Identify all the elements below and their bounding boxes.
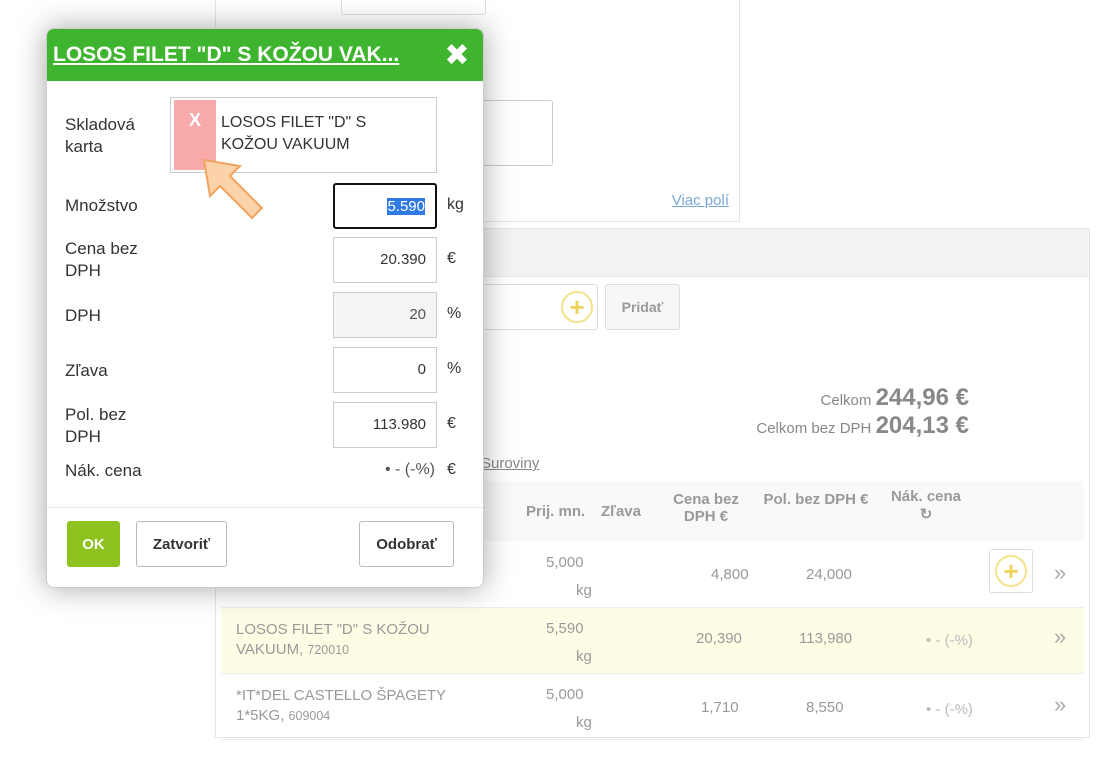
col-purchase[interactable]: Nák. cena ↻ [886, 488, 966, 523]
chevron-right-icon[interactable]: » [1054, 560, 1067, 585]
qty-value: 5.590 [387, 198, 425, 215]
category-link[interactable]: Suroviny [481, 455, 540, 472]
price: 4,800 [711, 566, 749, 583]
vat-input: 20 [333, 292, 437, 338]
total-label: Celkom [820, 392, 872, 409]
card-label: Skladová karta [65, 115, 135, 156]
col-qty: Prij. mn. [526, 503, 586, 520]
total: 8,550 [806, 699, 844, 716]
price-input[interactable]: 20.390 [333, 237, 437, 283]
table-row[interactable]: 5,000 kg 4,800 24,000 + » [221, 542, 1084, 608]
qty-label: Množstvo [65, 196, 138, 215]
qty-unit: kg [447, 196, 464, 213]
add-purchase-button[interactable]: + [989, 549, 1033, 593]
table-row[interactable]: *IT*DEL CASTELLO ŠPAGETY 1*5KG, 609004 5… [221, 674, 1084, 740]
purchase: • - (-%) [926, 632, 973, 649]
unit: kg [576, 582, 592, 599]
unit: kg [576, 648, 592, 665]
total-net-label: Celkom bez DPH [756, 420, 872, 437]
qty-input[interactable]: 5.590 [333, 183, 437, 229]
item-name: *IT*DEL CASTELLO ŠPAGETY 1*5KG, 609004 [236, 686, 486, 726]
total-net: Celkom bez DPH 204,13 € [756, 412, 969, 440]
remove-card-button[interactable]: X [174, 100, 216, 170]
col-total: Pol. bez DPH € [763, 491, 869, 508]
line-total-unit: € [447, 415, 456, 432]
price-unit: € [447, 250, 456, 267]
price: 20,390 [696, 630, 742, 647]
col-purchase-label: Nák. cena [890, 488, 962, 505]
price: 1,710 [701, 699, 739, 716]
add-item-input[interactable]: + [456, 284, 598, 330]
price-label: Cena bez DPH [65, 239, 138, 280]
item-name: LOSOS FILET "D" S KOŽOU VAKUUM, 720010 [236, 620, 486, 660]
line-total-label: Pol. bez DPH [65, 405, 127, 446]
note-textarea[interactable] [478, 100, 553, 166]
plus-icon[interactable]: + [561, 291, 593, 323]
purchase: • - (-%) [926, 701, 973, 718]
name: *IT*DEL CASTELLO ŠPAGETY 1*5KG, [236, 687, 446, 724]
stock-card-field[interactable]: X LOSOS FILET "D" S KOŽOU VAKUUM [170, 97, 437, 173]
table-row[interactable]: LOSOS FILET "D" S KOŽOU VAKUUM, 720010 5… [221, 608, 1084, 674]
remove-button[interactable]: Odobrať [359, 521, 454, 567]
purchase-unit: € [447, 461, 456, 478]
dialog-header: LOSOS FILET "D" S KOŽOU VAK... ✖ [47, 29, 483, 81]
total-value: 244,96 € [875, 384, 969, 411]
qty: 5,000 [546, 554, 584, 571]
chevron-right-icon[interactable]: » [1054, 624, 1067, 649]
total: Celkom 244,96 € [821, 384, 969, 412]
pointer-arrow-icon [202, 158, 264, 220]
edit-item-dialog: LOSOS FILET "D" S KOŽOU VAK... ✖ Skladov… [46, 28, 484, 588]
discount-label: Zľava [65, 361, 108, 380]
col-price: Cena bez DPH € [673, 491, 739, 525]
plus-icon: + [995, 555, 1027, 587]
close-button[interactable]: Zatvoriť [136, 521, 227, 567]
col-discount: Zľava [601, 503, 641, 520]
line-total-input[interactable]: 113.980 [333, 402, 437, 448]
field-input[interactable] [341, 0, 486, 15]
ok-button[interactable]: OK [67, 521, 120, 567]
total: 24,000 [806, 566, 852, 583]
total-net-value: 204,13 € [875, 412, 969, 439]
discount-unit: % [447, 360, 462, 377]
name: LOSOS FILET "D" S KOŽOU VAKUUM, [236, 621, 430, 658]
chevron-right-icon[interactable]: » [1054, 692, 1067, 717]
vat-label: DPH [65, 306, 101, 325]
refresh-icon[interactable]: ↻ [919, 506, 933, 523]
close-icon[interactable]: ✖ [444, 38, 470, 72]
dialog-title[interactable]: LOSOS FILET "D" S KOŽOU VAK... [53, 43, 400, 66]
more-fields-link[interactable]: Viac polí [671, 192, 729, 209]
add-button[interactable]: Pridať [605, 284, 680, 330]
qty: 5,590 [546, 620, 584, 637]
purchase-value: • - (-%) [384, 461, 435, 478]
code: 720010 [307, 643, 350, 657]
qty: 5,000 [546, 686, 584, 703]
vat-unit: % [447, 305, 462, 322]
discount-input[interactable]: 0 [333, 347, 437, 393]
total: 113,980 [799, 630, 853, 647]
divider [47, 507, 483, 508]
card-value: LOSOS FILET "D" S KOŽOU VAKUUM [221, 114, 367, 153]
purchase-label: Nák. cena [65, 461, 142, 480]
code: 609004 [288, 709, 331, 723]
unit: kg [576, 714, 592, 731]
